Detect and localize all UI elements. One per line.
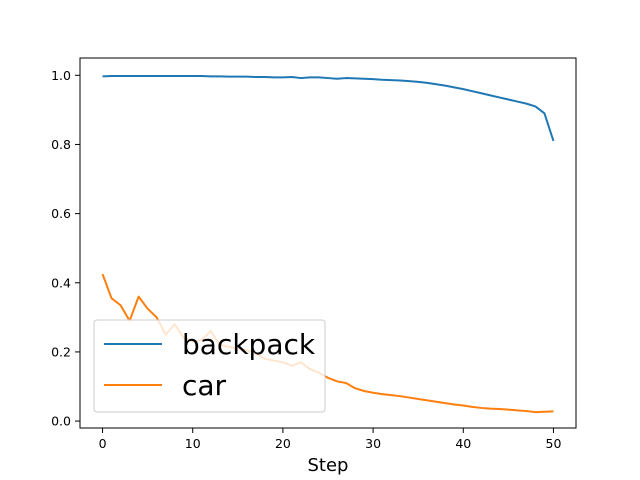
x-tick-label: 0 (99, 436, 107, 451)
y-tick-label: 1.0 (51, 68, 71, 83)
y-tick-label: 0.0 (51, 414, 71, 429)
x-tick-label: 20 (275, 436, 291, 451)
x-axis-ticks: 0 10 20 30 40 50 (99, 428, 562, 451)
y-tick-label: 0.6 (51, 206, 71, 221)
y-tick-label: 0.2 (51, 344, 71, 359)
x-axis-label: Step (308, 455, 349, 476)
x-tick-label: 40 (455, 436, 471, 451)
legend-label-backpack: backpack (182, 328, 316, 361)
legend: backpack car (93, 319, 326, 413)
series-line-backpack (102, 74, 555, 142)
legend-label-car: car (182, 369, 227, 402)
plot-frame (79, 57, 577, 429)
y-axis-ticks: 0.0 0.2 0.4 0.6 0.8 1.0 (51, 68, 80, 429)
x-tick-label: 50 (546, 436, 562, 451)
x-tick-label: 10 (185, 436, 201, 451)
y-tick-label: 0.8 (51, 137, 71, 152)
x-tick-label: 30 (365, 436, 381, 451)
y-tick-label: 0.4 (51, 275, 71, 290)
